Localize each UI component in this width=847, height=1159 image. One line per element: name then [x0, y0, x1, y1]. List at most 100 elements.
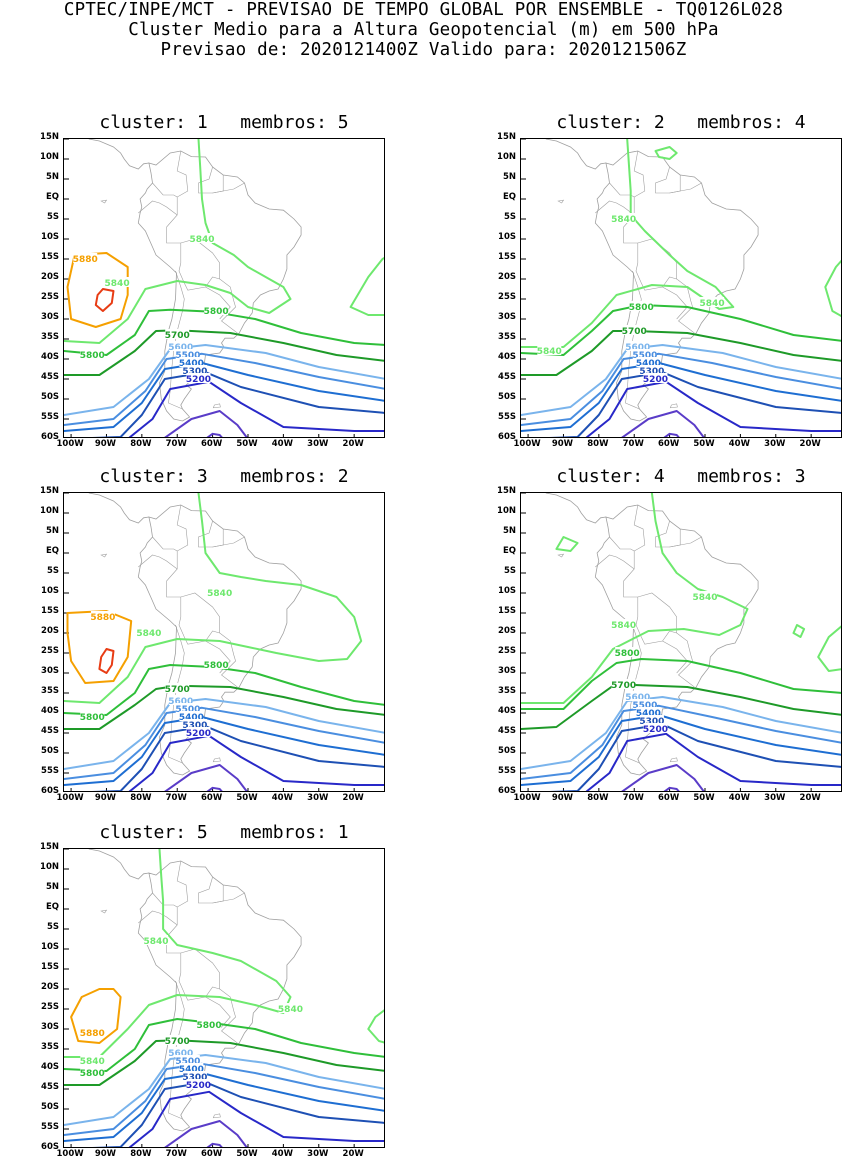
contour-label-bg: [144, 935, 168, 945]
contour-line: [164, 410, 248, 437]
lat-tick-label: 35S: [41, 1042, 59, 1052]
lat-tick-label: 40S: [498, 352, 516, 362]
lat-tick-label: 10N: [40, 506, 59, 516]
contour-label: 5500: [175, 705, 200, 715]
contour-label-bg: [625, 691, 650, 701]
contour-label: 5840: [611, 621, 636, 631]
lat-tick-label: 5N: [45, 172, 59, 182]
lat-tick-label: 5S: [46, 566, 59, 576]
contour-label-bg: [175, 349, 200, 359]
lat-tick-label: 30S: [41, 312, 59, 322]
lat-tick-label: 55S: [498, 412, 516, 422]
header-line-2: Cluster Medio para a Altura Geopotencial…: [128, 20, 719, 40]
lat-tick-label: 15S: [498, 252, 516, 262]
map-canvas: 5880 5840 5840 5800 5800 5700 5600550054005300…: [64, 493, 384, 791]
country-border: [138, 200, 178, 216]
contour-label: 5880: [80, 1029, 105, 1039]
contour-label: 5400: [636, 359, 661, 369]
cluster-map-4: 5840 5840 5800 5700 5600 5500 5400 5300 5200: [520, 492, 842, 792]
coastline-central-america: [545, 139, 606, 170]
lon-tick-label: 80W: [587, 793, 609, 803]
lat-tick-label: 25S: [41, 646, 59, 656]
contour-label-bg: [186, 727, 211, 737]
contour-label: 5400: [179, 359, 204, 369]
contour-line: [663, 786, 680, 791]
contour-label: 5840: [207, 589, 232, 599]
country-border: [609, 536, 635, 552]
lat-tick-label: 15N: [40, 842, 59, 852]
lat-tick-label: 10N: [40, 862, 59, 872]
coastline-south-america: [594, 150, 759, 422]
lat-tick-label: 45S: [498, 726, 516, 736]
contour-label: 5700: [622, 327, 647, 337]
lat-tick-label: 50S: [41, 746, 59, 756]
lat-tick-label: 60S: [41, 1142, 59, 1152]
contour-label-bg: [625, 341, 650, 351]
lat-tick-label: 45S: [41, 726, 59, 736]
lat-tick-label: 60S: [498, 432, 516, 442]
lat-tick-label: 10S: [41, 232, 59, 242]
contour-line: [521, 362, 841, 432]
contour-label-bg: [165, 1035, 190, 1045]
lon-tick-label: 90W: [94, 1149, 117, 1159]
contour-label-bg: [611, 213, 636, 223]
lat-tick-label: 60S: [41, 786, 59, 796]
country-border: [152, 182, 178, 198]
contour-label: 5300: [639, 367, 664, 377]
contour-line: [549, 371, 841, 437]
contour-label: 5700: [611, 681, 636, 691]
lon-tick-label: 90W: [551, 793, 574, 803]
contour-label: 5840: [105, 279, 130, 289]
lat-tick-label: 15S: [41, 962, 59, 972]
lat-tick-label: 5N: [502, 172, 516, 182]
island-outline: [100, 909, 108, 914]
contour-label-bg: [179, 711, 204, 721]
contour-line: [654, 146, 678, 160]
lat-tick-label: 10S: [41, 942, 59, 952]
country-border: [138, 910, 178, 926]
lat-tick-label: 25S: [498, 646, 516, 656]
panel-3-title: cluster: 3 membros: 2: [99, 466, 349, 487]
lat-tick-label: 30S: [498, 312, 516, 322]
contour-label-bg: [636, 357, 661, 367]
country-border: [662, 286, 688, 320]
map-canvas: 5880 5840 5840 5800 5800 5700 5600550054005300…: [64, 139, 384, 437]
contour-label: 5800: [615, 649, 640, 659]
lat-tick-label: 55S: [41, 1122, 59, 1132]
lat-tick-label: 15N: [497, 132, 516, 142]
contour-label: 5200: [643, 725, 668, 735]
lon-tick-label: 30W: [764, 793, 786, 803]
contour-label: 5800: [197, 1021, 222, 1031]
contour-label-bg: [105, 277, 130, 287]
contour-label-bg: [186, 1079, 211, 1089]
country-border: [595, 554, 635, 570]
contour-label: 5800: [204, 307, 229, 317]
contour-line: [521, 658, 841, 710]
coastline-south-america: [137, 150, 302, 422]
contour-label-bg: [197, 1019, 222, 1029]
lon-tick-label: 50W: [236, 793, 258, 803]
contour-label-bg: [179, 357, 204, 367]
contour-label: 5840: [700, 299, 725, 309]
country-border: [178, 243, 220, 291]
lat-tick-label: 35S: [498, 332, 516, 342]
panel-5-title: cluster: 5 membros: 1: [99, 822, 349, 843]
contour-label: 5840: [189, 235, 214, 245]
lon-tick-label: 100W: [56, 793, 84, 803]
contour-label: 5700: [165, 1037, 190, 1047]
contour-line: [663, 432, 680, 437]
contour-line: [367, 1009, 384, 1044]
lat-tick-label: 45S: [41, 1082, 59, 1092]
country-border: [166, 860, 238, 1044]
lat-tick-label: 60S: [498, 786, 516, 796]
contour-label-bg: [611, 619, 636, 629]
contour-label: 5500: [175, 351, 200, 361]
country-border: [212, 175, 224, 194]
lat-tick-label: 5N: [502, 526, 516, 536]
country-border: [635, 597, 677, 645]
lon-tick-label: 30W: [307, 439, 329, 449]
lon-tick-label: 20W: [342, 1149, 364, 1159]
contour-label: 5200: [186, 1081, 211, 1091]
country-border: [669, 175, 681, 194]
